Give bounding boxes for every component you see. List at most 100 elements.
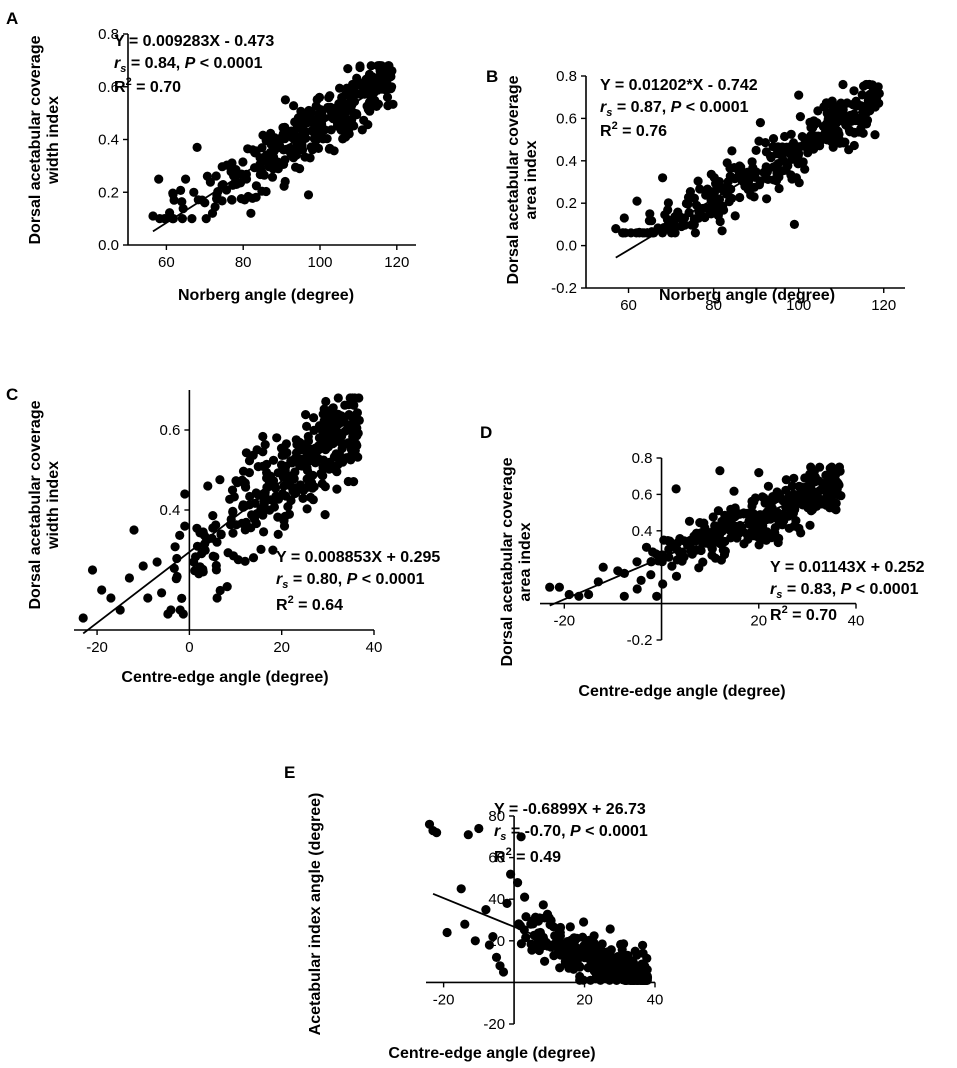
panel-e-point: [589, 938, 599, 948]
panel-c-point: [247, 510, 257, 520]
panel-d-rs: rs = 0.83, P < 0.0001: [770, 581, 919, 601]
panel-c-point: [256, 505, 266, 515]
panel-b-point: [780, 131, 790, 142]
panel-a-point: [267, 172, 278, 182]
panel-b-point: [710, 204, 720, 214]
panel-a-point: [363, 120, 373, 130]
panel-d-point: [778, 496, 788, 506]
panel-c-point: [233, 555, 243, 565]
panel-b-point: [870, 130, 880, 140]
panel-d-point: [695, 518, 705, 528]
panel-b-point: [855, 116, 865, 126]
panel-a-y-tick-label: 0.8: [98, 26, 119, 43]
panel-c: C -20 0 20 40 0.4 0.6 Dorsal acetabular cover…: [6, 385, 440, 686]
panel-d-point: [800, 473, 810, 483]
panel-d-point: [804, 496, 814, 506]
panel-c-point: [228, 528, 238, 538]
panel-c-point: [273, 529, 283, 540]
panel-b-point: [740, 181, 750, 191]
panel-e-point: [463, 830, 473, 840]
panel-e-point: [460, 919, 470, 929]
panel-a-ylabel-line1: Dorsal acetabular coverage: [27, 35, 44, 244]
panel-e-point: [514, 919, 524, 929]
panel-a-point: [218, 180, 228, 190]
panel-a-point: [364, 99, 374, 109]
panel-c-point: [78, 613, 88, 623]
panel-c-ylabel-line2: width index: [45, 461, 62, 550]
panel-d-point: [726, 533, 736, 543]
panel-d-point: [663, 536, 673, 546]
panel-a-rs: rs = 0.84, P < 0.0001: [114, 55, 263, 75]
panel-a-point: [297, 120, 307, 130]
panel-d-point: [648, 547, 658, 557]
panel-b-point: [865, 106, 875, 116]
panel-c-point: [241, 448, 251, 458]
panel-a-point: [382, 92, 393, 102]
panel-a-point: [159, 214, 170, 224]
panel-b-equation: Y = 0.01202*X - 0.742: [600, 77, 758, 94]
panel-d: D -20 20 40 -0.2 0.4 0.6 0.8 Dorsal acetabular…: [480, 423, 925, 700]
panel-b-point: [842, 98, 852, 108]
panel-b-point: [730, 211, 740, 221]
panel-a-point: [211, 171, 221, 181]
panel-c-y-tick-label: 0.6: [160, 422, 181, 439]
panel-c-point: [260, 440, 270, 450]
panel-c-equation: Y = 0.008853X + 0.295: [276, 549, 440, 566]
panel-c-point: [238, 500, 248, 510]
panel-e-regression-line: [432, 892, 645, 981]
panel-d-point: [805, 520, 815, 530]
panel-d-point: [584, 589, 594, 600]
panel-e-point: [620, 975, 631, 985]
panel-c-point: [262, 459, 272, 469]
panel-a-point: [326, 125, 336, 135]
panel-b-y-tick-label: 0.2: [556, 195, 577, 212]
panel-a-point: [270, 133, 280, 143]
panel-b-point: [751, 145, 761, 155]
panel-b-point: [670, 228, 680, 238]
panel-c-point: [215, 585, 225, 596]
panel-c-point: [199, 530, 209, 540]
panel-d-point: [698, 557, 708, 567]
panel-e-point: [590, 965, 600, 975]
panel-c-r2: R2 = 0.64: [276, 594, 343, 614]
panel-c-point: [124, 573, 134, 583]
panel-a-point: [295, 142, 305, 152]
panel-d-ylabel-line1: Dorsal acetabular coverage: [499, 457, 516, 666]
panel-d-point: [708, 512, 718, 522]
panel-b-point: [762, 194, 772, 204]
panel-c-point: [170, 542, 180, 552]
panel-c-point: [286, 495, 296, 506]
panel-b-r2: R2 = 0.76: [600, 120, 667, 140]
panel-c-point: [333, 409, 343, 419]
panel-e-point: [540, 956, 550, 966]
panel-c-point: [129, 525, 139, 535]
panel-c-point: [175, 605, 185, 615]
panel-b-point: [849, 86, 859, 96]
panel-a-xlabel: Norberg angle (degree): [178, 287, 354, 304]
panel-d-point: [713, 506, 724, 516]
panel-c-point: [175, 530, 185, 541]
panel-c-point: [87, 565, 98, 575]
panel-d-point: [671, 484, 681, 494]
panel-c-point: [222, 582, 232, 592]
panel-c-point: [333, 460, 343, 470]
panel-c-point: [225, 494, 235, 504]
panel-d-point: [710, 553, 721, 563]
panel-d-point: [619, 591, 629, 601]
panel-d-point: [825, 503, 835, 513]
panel-a-point: [332, 103, 342, 113]
panel-c-point: [335, 429, 345, 439]
panel-c-point: [253, 462, 263, 472]
panel-e-point: [638, 940, 648, 950]
panel-b-point: [822, 119, 832, 129]
panel-a-point: [373, 61, 383, 71]
panel-d-xlabel: Centre-edge angle (degree): [578, 683, 785, 700]
panel-d-point: [777, 520, 787, 530]
panel-a-point: [324, 93, 334, 103]
panel-e-point: [502, 898, 512, 909]
panel-d-point: [809, 466, 820, 476]
panel-c-point: [314, 421, 325, 431]
panel-a-r2: R2 = 0.70: [114, 76, 181, 96]
panel-c-point: [240, 525, 250, 535]
panel-d-point: [794, 481, 804, 491]
